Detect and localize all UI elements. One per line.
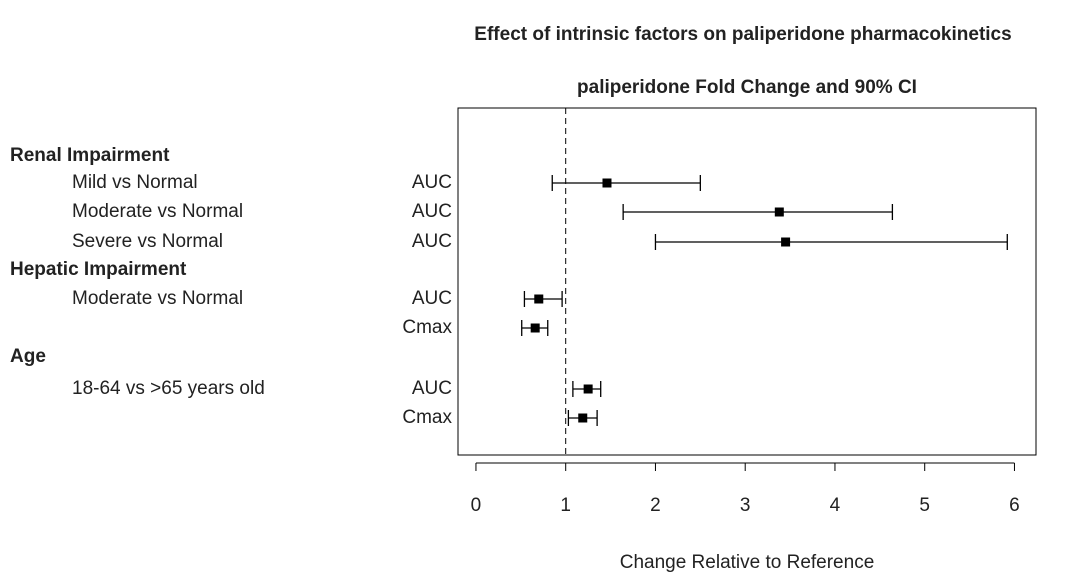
group-header: Renal Impairment — [10, 145, 170, 166]
row-label: Moderate vs Normal — [72, 201, 243, 222]
group-header: Hepatic Impairment — [10, 259, 187, 280]
chart-subtitle: paliperidone Fold Change and 90% CI — [577, 77, 917, 98]
point-estimate — [774, 207, 784, 217]
x-tick-label: 2 — [650, 495, 661, 516]
point-estimate — [781, 237, 791, 247]
group-header: Age — [10, 346, 46, 367]
point-estimate — [578, 413, 588, 423]
point-estimate — [530, 323, 540, 333]
metric-label: AUC — [412, 378, 452, 399]
chart-title: Effect of intrinsic factors on paliperid… — [474, 24, 1011, 45]
point-estimate — [602, 178, 612, 188]
metric-label: Cmax — [402, 317, 452, 338]
x-tick-label: 3 — [740, 495, 751, 516]
row-label: 18-64 vs >65 years old — [72, 378, 265, 399]
metric-label: Cmax — [402, 407, 452, 428]
metric-label: AUC — [412, 231, 452, 252]
metric-label: AUC — [412, 172, 452, 193]
x-tick-label: 0 — [471, 495, 482, 516]
x-tick-label: 4 — [830, 495, 841, 516]
x-axis-label: Change Relative to Reference — [620, 552, 875, 573]
metric-label: AUC — [412, 201, 452, 222]
point-estimate — [534, 294, 544, 304]
x-tick-label: 1 — [560, 495, 571, 516]
x-tick-label: 6 — [1009, 495, 1020, 516]
row-label: Mild vs Normal — [72, 172, 198, 193]
x-tick-label: 5 — [919, 495, 930, 516]
point-estimate — [583, 384, 593, 394]
plot-frame — [457, 107, 1037, 456]
metric-label: AUC — [412, 288, 452, 309]
row-label: Moderate vs Normal — [72, 288, 243, 309]
row-label: Severe vs Normal — [72, 231, 223, 252]
